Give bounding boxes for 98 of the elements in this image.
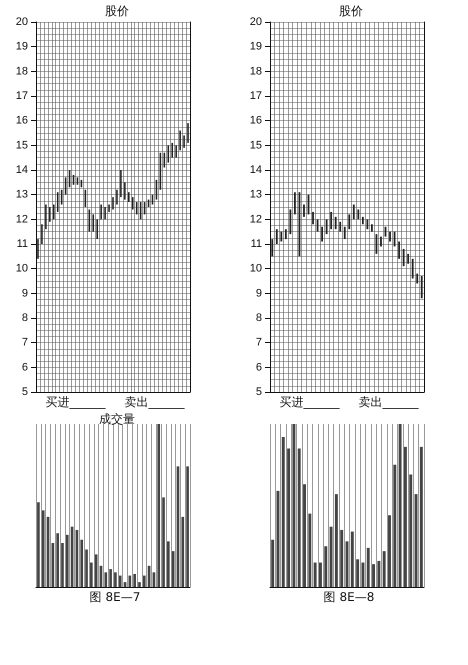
bar [162, 497, 165, 587]
bar [414, 494, 418, 587]
y-tick-label: 13 [16, 188, 28, 201]
bar [114, 572, 117, 587]
y-tick-label: 16 [16, 114, 28, 127]
y-tick-label: 18 [16, 65, 28, 78]
y-tick-label: 10 [16, 262, 28, 275]
y-tick-label: 8 [256, 312, 262, 324]
bar [318, 562, 322, 587]
bar [138, 582, 141, 587]
bar [37, 502, 40, 587]
caption: 图 8E—7 [90, 589, 140, 606]
bar [377, 560, 380, 587]
bar [382, 551, 386, 587]
text: 买进______ [46, 394, 106, 411]
y-tick-label: 17 [16, 90, 28, 102]
y-tick-label: 6 [256, 361, 262, 374]
bar [100, 566, 102, 587]
bar [303, 484, 306, 587]
caption: 图 8E—8 [324, 589, 374, 606]
bar [393, 464, 396, 587]
chart-title: 股价 [105, 4, 129, 18]
y-tick-label: 14 [250, 164, 262, 176]
y-tick-label: 11 [250, 238, 262, 250]
bar [167, 541, 170, 587]
bar [340, 530, 344, 587]
y-tick-label: 9 [22, 287, 28, 300]
y-tick-label: 20 [16, 16, 28, 28]
bar [61, 542, 64, 587]
bar [308, 514, 312, 587]
bar [124, 582, 126, 587]
chart-title: 成交量 [99, 412, 135, 426]
y-tick-label: 14 [16, 164, 28, 176]
bar [104, 572, 108, 587]
bar [276, 490, 280, 587]
y-tick-label: 15 [16, 139, 28, 152]
text: 卖出______ [124, 394, 184, 411]
bar [128, 576, 132, 587]
bar [76, 530, 78, 587]
y-tick-label: 5 [256, 386, 262, 398]
bar [157, 424, 160, 587]
bar [271, 540, 274, 587]
y-tick-label: 9 [256, 287, 262, 300]
bar [172, 551, 174, 587]
text: 卖出______ [358, 394, 418, 411]
y-tick-label: 13 [250, 188, 262, 201]
bar [142, 576, 146, 587]
bar [388, 515, 391, 587]
bar [152, 572, 156, 587]
text: 买进______ [280, 394, 340, 411]
y-tick-label: 12 [16, 213, 28, 226]
bar [94, 554, 98, 587]
bar [66, 534, 69, 587]
bar [42, 510, 45, 587]
bar [90, 562, 93, 587]
bar [56, 533, 59, 587]
bar [398, 424, 402, 587]
bar [361, 562, 364, 587]
bar [181, 516, 184, 587]
y-tick-label: 7 [22, 336, 28, 349]
bar [356, 559, 360, 587]
bar [420, 446, 423, 587]
y-tick-label: 19 [16, 40, 28, 53]
y-tick-label: 18 [250, 65, 262, 78]
bar [298, 448, 301, 587]
bar [292, 424, 296, 587]
bar [148, 566, 150, 587]
y-tick-label: 12 [250, 213, 262, 226]
y-tick-label: 8 [22, 312, 28, 324]
y-tick-label: 5 [22, 386, 28, 398]
bar [330, 526, 333, 587]
bar [46, 516, 50, 587]
y-tick-label: 19 [250, 40, 262, 53]
bar [350, 532, 354, 587]
y-tick-label: 16 [250, 114, 262, 127]
bar [372, 564, 376, 587]
bar [186, 466, 189, 587]
bar [70, 526, 74, 587]
y-tick-label: 7 [256, 336, 262, 349]
y-tick-label: 17 [250, 90, 262, 102]
bar [118, 576, 122, 587]
bar [314, 562, 317, 587]
y-tick-label: 10 [250, 262, 262, 275]
y-tick-label: 6 [22, 361, 28, 374]
bar [346, 541, 348, 587]
chart-title: 股价 [339, 4, 363, 18]
y-tick-label: 11 [16, 238, 28, 250]
bar [80, 540, 84, 587]
bar [133, 574, 136, 587]
bar [287, 448, 290, 587]
bar [334, 494, 338, 587]
bar [109, 569, 112, 587]
bar [404, 446, 407, 587]
y-tick-label: 20 [250, 16, 262, 28]
bar [85, 550, 88, 587]
bar [52, 542, 54, 587]
bar [176, 466, 180, 587]
y-tick-label: 15 [250, 139, 262, 152]
